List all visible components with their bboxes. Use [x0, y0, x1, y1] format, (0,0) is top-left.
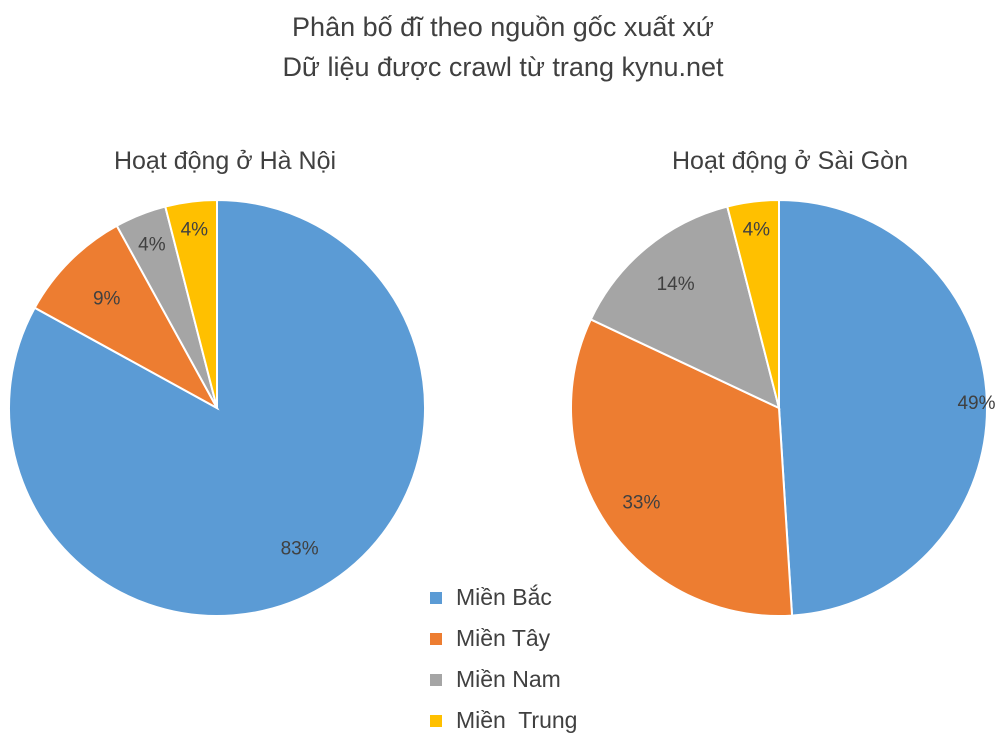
saigon-data-label-0: 49%: [957, 393, 995, 414]
legend-swatch: [430, 591, 442, 604]
hanoi-data-label-2: 4%: [138, 235, 166, 256]
legend-swatch: [430, 673, 442, 686]
legend-item-mien-trung: Miền Trung: [430, 700, 577, 741]
saigon-data-label-1: 33%: [622, 493, 660, 514]
saigon-data-label-3: 4%: [743, 219, 771, 240]
legend-label: Miền Tây: [456, 625, 551, 651]
saigon-slice-2: [589, 205, 781, 410]
legend: Miền Bắc Miền Tây Miền Nam Miền Trung: [430, 577, 577, 741]
chart-title: Phân bố đĩ theo nguồn gốc xuất xứ: [292, 12, 714, 42]
legend-label: Miền Bắc: [456, 584, 552, 610]
legend-label: Miền Nam: [456, 666, 561, 692]
saigon-data-label-2: 14%: [657, 274, 695, 295]
saigon-slice-3: [726, 198, 780, 409]
hanoi-data-label-0: 83%: [281, 539, 319, 560]
legend-swatch: [430, 632, 442, 645]
legend-swatch: [430, 714, 442, 727]
hanoi-data-label-1: 9%: [93, 289, 121, 310]
legend-label: Miền Trung: [456, 707, 578, 733]
hanoi-data-label-3: 4%: [181, 219, 209, 240]
pie-title-hanoi: Hoạt động ở Hà Nội: [113, 147, 337, 175]
saigon-slice-1: [570, 318, 794, 617]
hanoi-slice-1: [33, 224, 220, 411]
legend-item-mien-bac: Miền Bắc: [430, 577, 577, 618]
legend-item-mien-tay: Miền Tây: [430, 618, 577, 659]
saigon-slice-0: [778, 198, 988, 617]
chart-subtitle: Dữ liệu được crawl từ trang kynu.net: [282, 52, 724, 82]
legend-item-mien-nam: Miền Nam: [430, 659, 577, 700]
hanoi-slice-3: [164, 198, 218, 409]
pie-title-saigon: Hoạt động ở Sài Gòn: [672, 147, 908, 175]
